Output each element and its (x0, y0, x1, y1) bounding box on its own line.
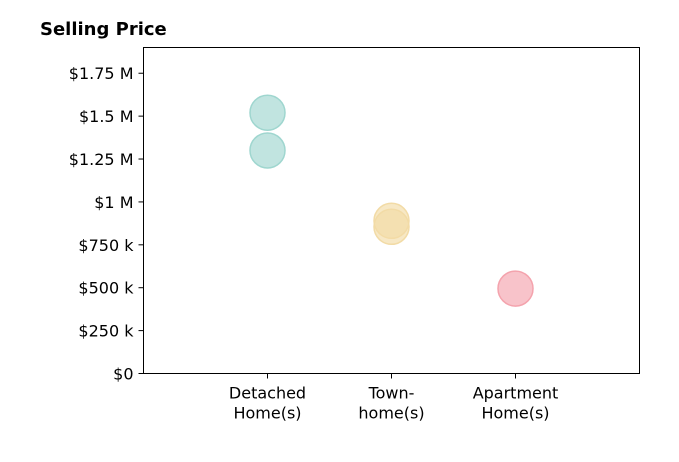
y-tick-label: $1.25 M (69, 150, 134, 169)
y-tick-label: $1 M (94, 193, 133, 212)
x-axis: Detached Home(s) Town-home(s) Apartment Home… (229, 373, 559, 423)
chart-title: Selling Price (40, 19, 167, 40)
y-tick-label: $1.75 M (69, 64, 134, 83)
y-tick-label: $500 k (78, 279, 134, 298)
points-layer (249, 94, 534, 307)
data-point (249, 94, 286, 131)
y-tick-label: $750 k (78, 236, 134, 255)
y-tick-label: $0 (113, 365, 133, 384)
y-axis: $0 $250 k $500 k $750 k $1 M $1.25 M $1.5 M $1.… (69, 64, 144, 384)
data-point (373, 208, 410, 246)
x-tick-label: Apartment Home(s) (473, 384, 559, 423)
data-point (249, 132, 286, 169)
y-tick-label: $1.5 M (79, 107, 134, 126)
x-tick-label: Town-home(s) (358, 384, 424, 423)
x-tick-label: Detached Home(s) (229, 384, 306, 423)
y-tick-label: $250 k (78, 322, 134, 341)
data-point (497, 270, 534, 307)
